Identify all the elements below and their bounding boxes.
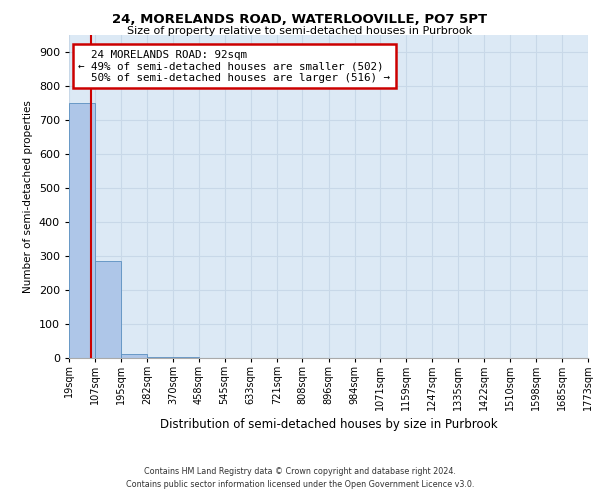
Bar (121, 354, 147, 358)
Y-axis label: Number of semi-detached properties: Number of semi-detached properties (23, 100, 33, 292)
Text: 24, MORELANDS ROAD, WATERLOOVILLE, PO7 5PT: 24, MORELANDS ROAD, WATERLOOVILLE, PO7 5… (112, 13, 488, 26)
Text: 24 MORELANDS ROAD: 92sqm
← 49% of semi-detached houses are smaller (502)
  50% o: 24 MORELANDS ROAD: 92sqm ← 49% of semi-d… (79, 50, 391, 82)
X-axis label: Distribution of semi-detached houses by size in Purbrook: Distribution of semi-detached houses by … (160, 418, 497, 432)
Bar (147, 357, 173, 358)
Text: Contains HM Land Registry data © Crown copyright and database right 2024.
Contai: Contains HM Land Registry data © Crown c… (126, 468, 474, 489)
Bar (95, 261, 121, 358)
Text: Size of property relative to semi-detached houses in Purbrook: Size of property relative to semi-detach… (127, 26, 473, 36)
Bar (69, 103, 95, 358)
